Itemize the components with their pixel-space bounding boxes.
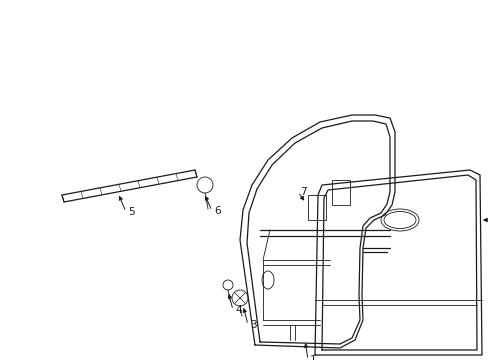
Text: 3: 3	[249, 320, 256, 330]
Bar	[331, 180, 349, 205]
Text: 1: 1	[309, 355, 316, 360]
Text: 4: 4	[235, 305, 241, 315]
Bar	[307, 195, 325, 220]
Text: 5: 5	[128, 207, 134, 217]
Text: 6: 6	[214, 206, 220, 216]
Text: 7: 7	[299, 187, 306, 197]
